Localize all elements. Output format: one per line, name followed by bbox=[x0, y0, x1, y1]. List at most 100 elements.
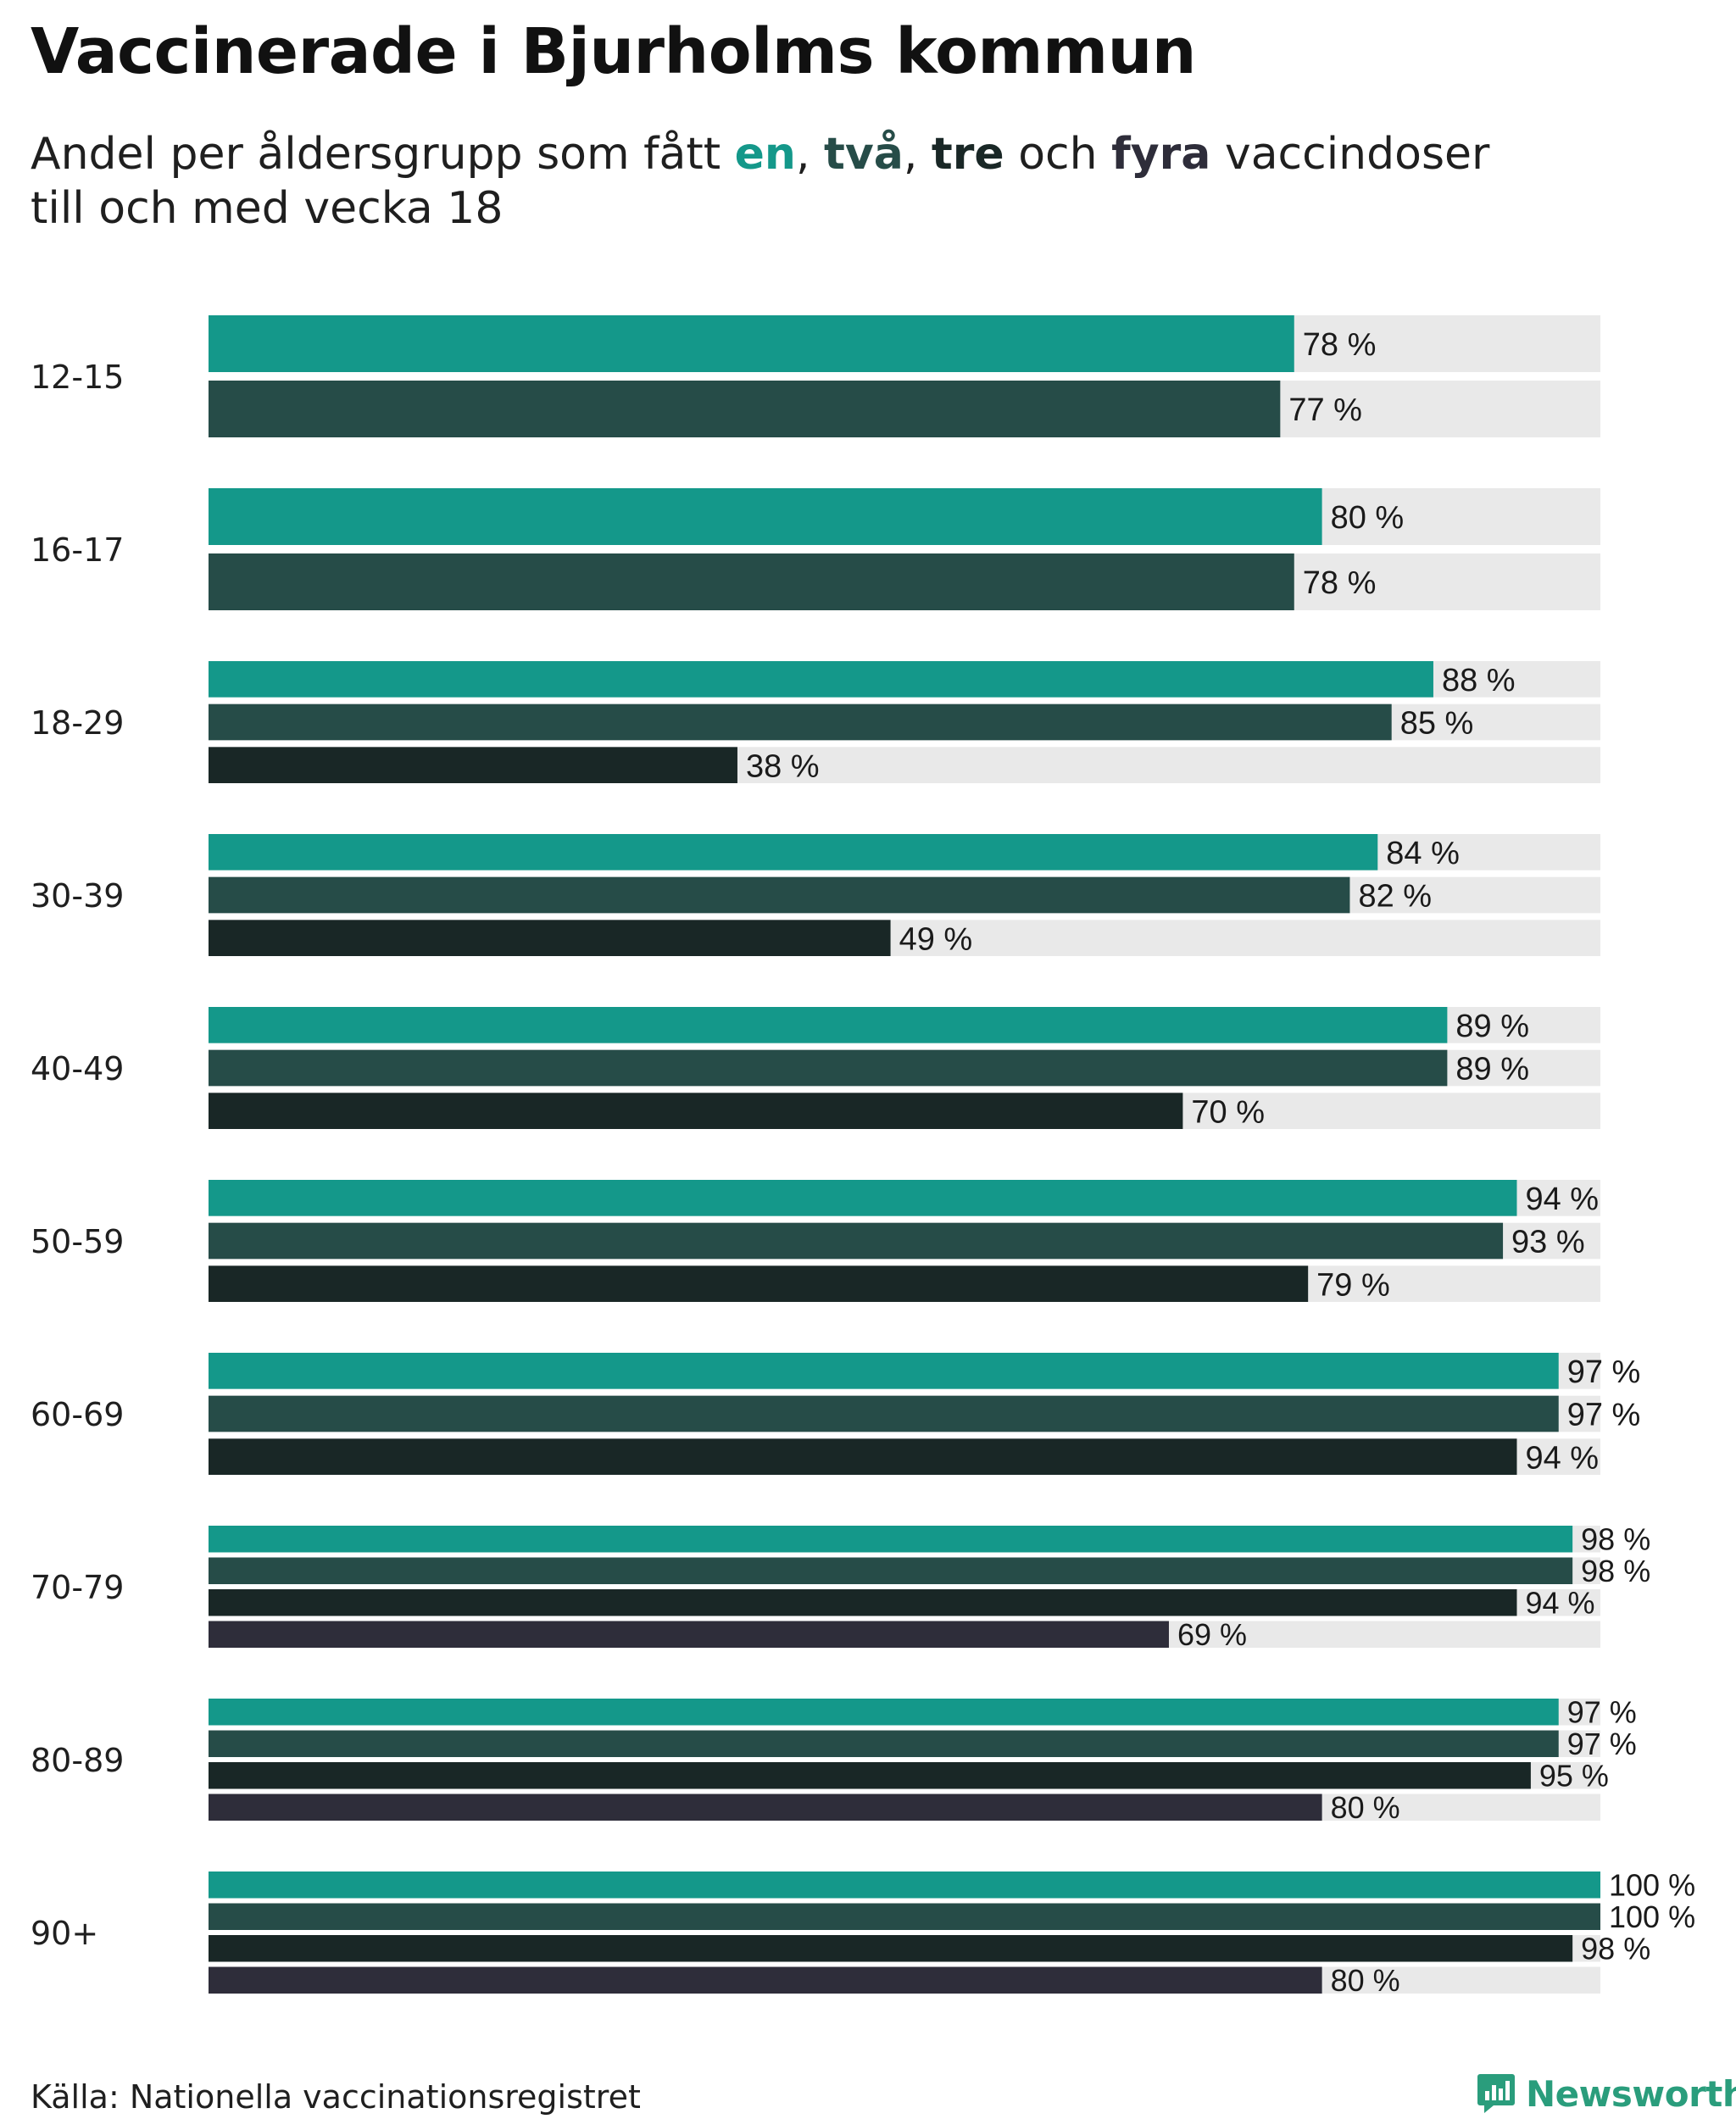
bar-tre bbox=[209, 1265, 1309, 1302]
bar-tre bbox=[209, 1762, 1531, 1789]
category-label: 90+ bbox=[31, 1915, 98, 1952]
source-note: Källa: Nationella vaccinationsregistret bbox=[31, 2078, 641, 2116]
subtitle-sep: och bbox=[1004, 129, 1112, 180]
data-label: 88 % bbox=[1442, 663, 1516, 698]
data-label: 79 % bbox=[1316, 1267, 1390, 1303]
age-group-50-59: 50-59 94 % 93 % 79 % bbox=[31, 1180, 1600, 1303]
bar-tva bbox=[209, 553, 1294, 610]
category-label: 50-59 bbox=[31, 1223, 124, 1260]
subtitle-prefix: Andel per åldersgrupp som fått bbox=[31, 129, 735, 180]
category-label: 18-29 bbox=[31, 704, 124, 742]
data-label: 97 % bbox=[1567, 1354, 1641, 1390]
data-label: 98 % bbox=[1581, 1554, 1650, 1588]
bar-tva bbox=[209, 381, 1281, 437]
data-label: 49 % bbox=[899, 921, 973, 957]
age-group-30-39: 30-39 84 % 82 % 49 % bbox=[31, 834, 1600, 957]
bar-tre bbox=[209, 1935, 1573, 1962]
subtitle-sep: , bbox=[903, 129, 932, 180]
data-label: 97 % bbox=[1567, 1727, 1637, 1761]
chart-subtitle: Andel per åldersgrupp som fått en, två, … bbox=[31, 127, 1641, 236]
bar-tva bbox=[209, 1903, 1600, 1930]
bar-en bbox=[209, 1180, 1517, 1216]
bar-en bbox=[209, 1526, 1573, 1553]
chart-title: Vaccinerade i Bjurholms kommun bbox=[31, 15, 1197, 88]
data-label: 77 % bbox=[1288, 392, 1362, 428]
legend-tre: tre bbox=[931, 129, 1004, 180]
category-label: 30-39 bbox=[31, 877, 124, 915]
bar-en bbox=[209, 1699, 1559, 1726]
age-group-18-29: 18-29 88 % 85 % 38 % bbox=[31, 661, 1600, 784]
data-label: 82 % bbox=[1358, 879, 1432, 915]
data-label: 95 % bbox=[1539, 1759, 1609, 1794]
bar-en bbox=[209, 315, 1294, 372]
bar-tre bbox=[209, 1589, 1517, 1616]
data-label: 93 % bbox=[1511, 1225, 1585, 1260]
bar-en bbox=[209, 1353, 1559, 1389]
bar-tva bbox=[209, 1222, 1504, 1260]
bar-fyra bbox=[209, 1621, 1169, 1648]
data-label: 84 % bbox=[1386, 836, 1460, 871]
bar-tre bbox=[209, 1438, 1517, 1475]
bar-fyra bbox=[209, 1794, 1322, 1821]
age-group-16-17: 16-17 80 % 78 % bbox=[31, 488, 1600, 610]
bar-tva bbox=[209, 1395, 1559, 1432]
bar-en bbox=[209, 488, 1322, 545]
data-label: 94 % bbox=[1525, 1440, 1599, 1476]
bar-tva bbox=[209, 704, 1392, 741]
bar-tre bbox=[209, 747, 737, 783]
data-label: 97 % bbox=[1567, 1695, 1637, 1730]
subtitle-suffix: vaccindoser bbox=[1210, 129, 1490, 180]
category-label: 60-69 bbox=[31, 1396, 124, 1433]
age-group-90+: 90+100 %100 %98 %80 % bbox=[31, 1868, 1695, 1999]
legend-en: en bbox=[734, 129, 796, 180]
bar-en bbox=[209, 1007, 1448, 1043]
data-label: 38 % bbox=[746, 748, 820, 784]
bar-fyra bbox=[209, 1966, 1322, 1994]
age-group-40-49: 40-49 89 % 89 % 70 % bbox=[31, 1007, 1600, 1130]
data-label: 100 % bbox=[1609, 1899, 1695, 1934]
bar-tva bbox=[209, 1049, 1448, 1087]
brand-logo: Newsworthy bbox=[1477, 2068, 1736, 2119]
newsworthy-icon bbox=[1477, 2074, 1515, 2113]
subtitle-line2: till och med vecka 18 bbox=[31, 183, 504, 234]
data-label: 78 % bbox=[1303, 565, 1377, 601]
data-label: 69 % bbox=[1177, 1617, 1247, 1652]
brand-name: Newsworthy bbox=[1526, 2072, 1736, 2115]
legend-fyra: fyra bbox=[1111, 129, 1211, 180]
data-label: 80 % bbox=[1331, 500, 1405, 536]
data-label: 89 % bbox=[1455, 1009, 1529, 1044]
data-label: 70 % bbox=[1191, 1094, 1265, 1130]
category-label: 80-89 bbox=[31, 1742, 124, 1779]
category-label: 70-79 bbox=[31, 1569, 124, 1606]
bar-en bbox=[209, 661, 1433, 698]
category-label: 12-15 bbox=[31, 359, 124, 396]
bar-tva bbox=[209, 1557, 1573, 1584]
data-label: 98 % bbox=[1581, 1522, 1650, 1557]
data-label: 94 % bbox=[1525, 1586, 1594, 1621]
age-group-12-15: 12-15 78 % 77 % bbox=[31, 315, 1600, 437]
data-label: 85 % bbox=[1400, 706, 1474, 742]
bar-chart: 12-15 78 % 77 % 16-17 80 % 78 % 18-29 88 % 85 % 3… bbox=[31, 315, 1695, 1999]
bar-en bbox=[209, 1872, 1600, 1899]
data-label: 80 % bbox=[1331, 1790, 1400, 1825]
data-label: 100 % bbox=[1609, 1868, 1695, 1903]
data-label: 94 % bbox=[1525, 1182, 1599, 1217]
data-label: 78 % bbox=[1303, 327, 1377, 363]
bar-tva bbox=[209, 1730, 1559, 1757]
bar-tre bbox=[209, 920, 891, 956]
bar-tre bbox=[209, 1093, 1183, 1129]
data-label: 80 % bbox=[1331, 1963, 1400, 1998]
legend-tva: två bbox=[824, 129, 904, 180]
bar-tva bbox=[209, 876, 1350, 914]
age-group-60-69: 60-69 97 % 97 % 94 % bbox=[31, 1353, 1640, 1476]
data-label: 89 % bbox=[1455, 1052, 1529, 1087]
category-label: 16-17 bbox=[31, 531, 124, 569]
category-label: 40-49 bbox=[31, 1050, 124, 1087]
data-label: 97 % bbox=[1567, 1398, 1641, 1433]
data-label: 98 % bbox=[1581, 1932, 1650, 1966]
subtitle-sep: , bbox=[795, 129, 825, 180]
bar-en bbox=[209, 834, 1378, 870]
